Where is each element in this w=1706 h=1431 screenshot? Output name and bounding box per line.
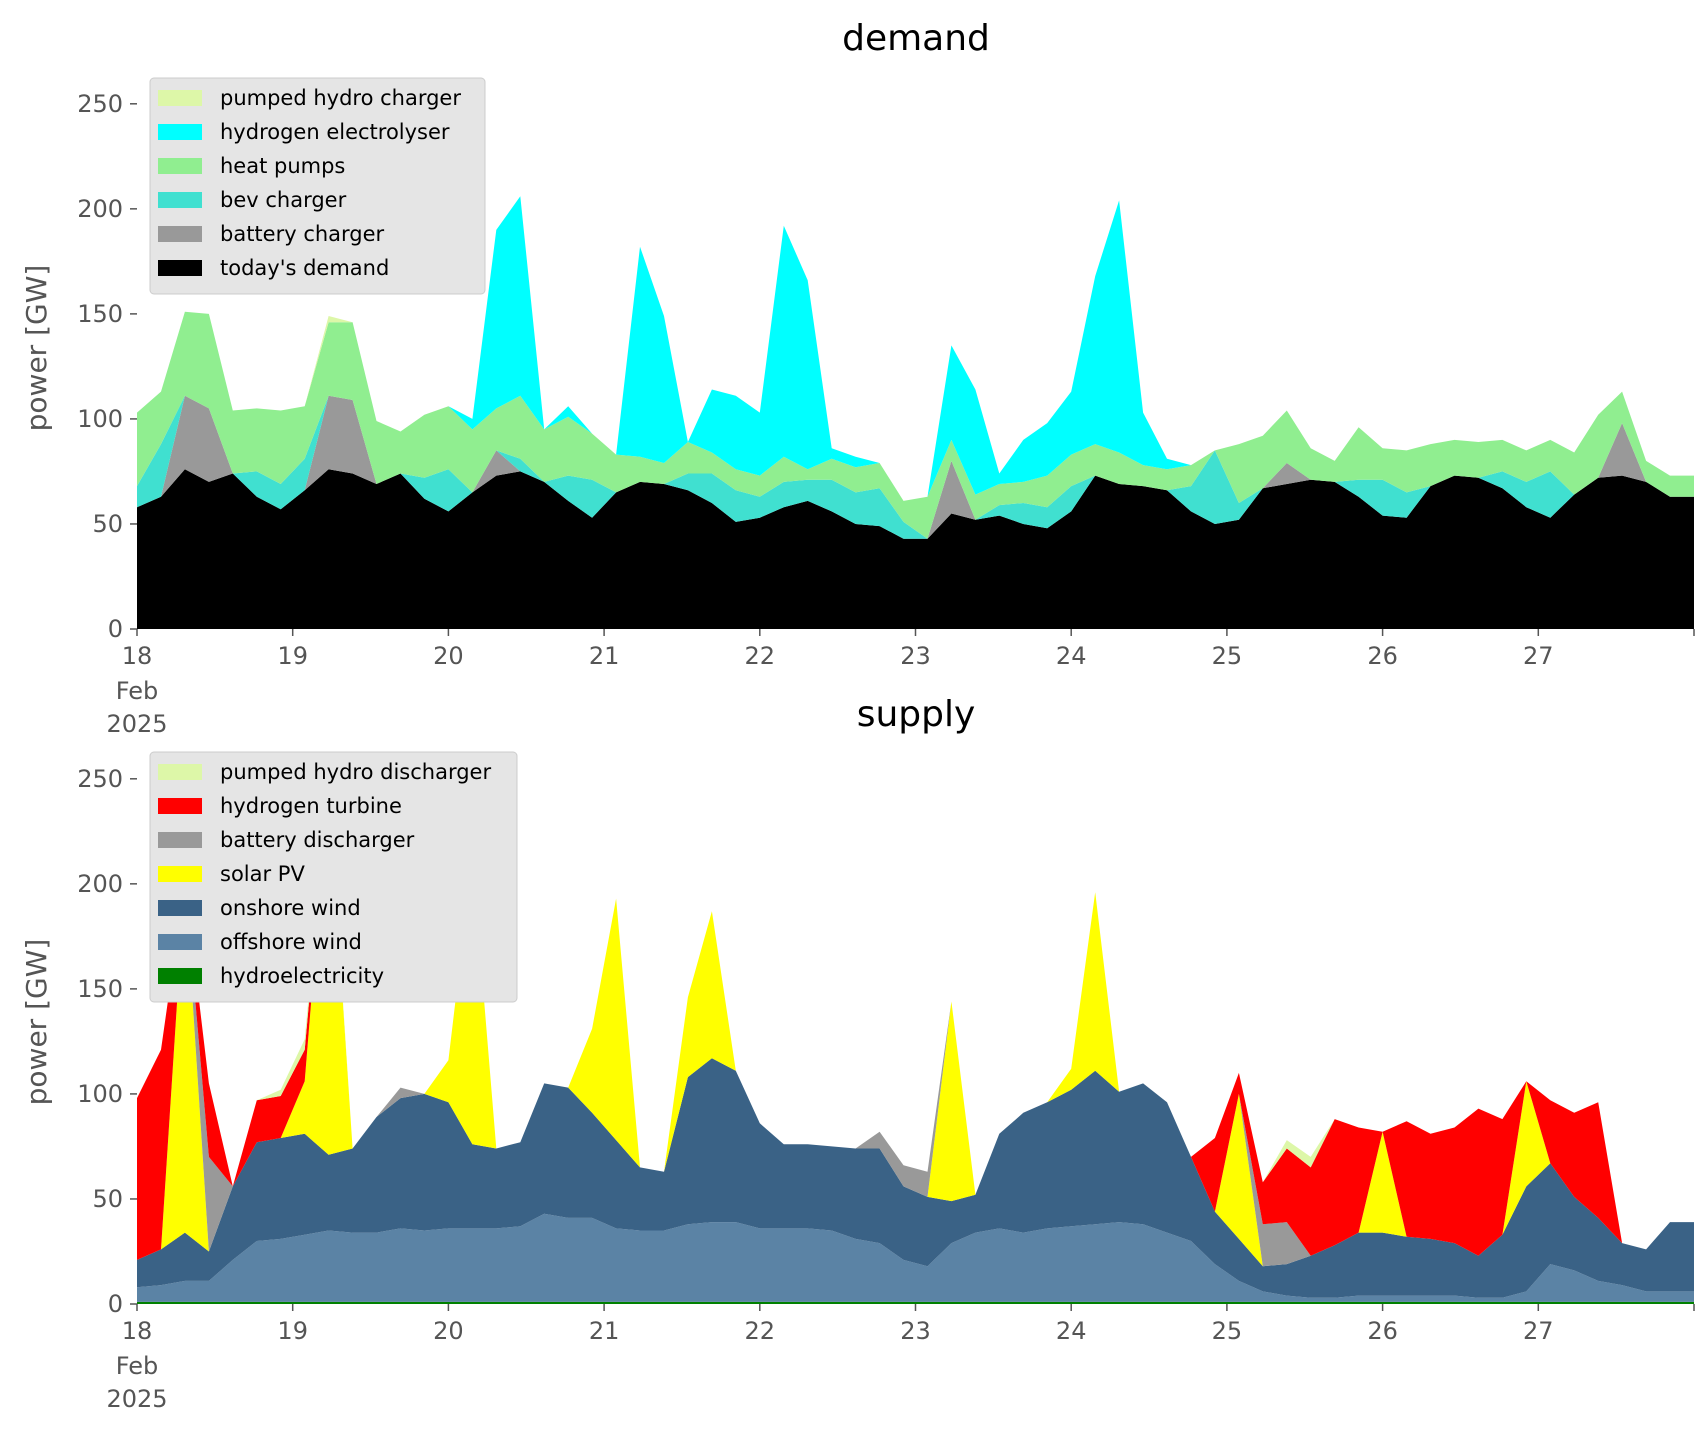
legend-label: offshore wind — [220, 930, 362, 954]
legend-label: hydrogen electrolyser — [220, 120, 450, 144]
y-tick-label: 0 — [108, 615, 123, 643]
y-tick-label: 150 — [77, 300, 123, 328]
x-tick-label: 22 — [745, 1317, 776, 1345]
demand-y-axis-label: power [GW] — [20, 265, 53, 432]
legend-label: pumped hydro charger — [220, 86, 461, 110]
x-tick-label: 19 — [277, 1317, 308, 1345]
x-tick-label: 26 — [1367, 1317, 1398, 1345]
y-tick-label: 100 — [77, 405, 123, 433]
x-tick-label: 25 — [1212, 642, 1243, 670]
demand-areas — [137, 196, 1694, 629]
y-tick-label: 250 — [77, 90, 123, 118]
x-tick-label: 18 — [122, 642, 153, 670]
legend-swatch — [158, 934, 202, 950]
legend-swatch — [158, 226, 202, 242]
legend-label: solar PV — [220, 862, 305, 886]
x-tick-label: 27 — [1523, 642, 1554, 670]
legend-swatch — [158, 260, 202, 276]
x-tick-label: 21 — [589, 642, 620, 670]
x-tick-label: 24 — [1056, 642, 1087, 670]
x-tick-label: 23 — [900, 1317, 931, 1345]
legend-swatch — [158, 764, 202, 780]
supply-y-axis-label: power [GW] — [20, 939, 53, 1106]
x-tick-label: 24 — [1056, 1317, 1087, 1345]
legend-swatch — [158, 900, 202, 916]
x-tick-label: 25 — [1212, 1317, 1243, 1345]
x-tick-sublabel: 2025 — [106, 710, 167, 738]
x-tick-label: 19 — [277, 642, 308, 670]
y-tick-label: 200 — [77, 870, 123, 898]
supply-areas — [137, 780, 1694, 1304]
x-tick-sublabel: Feb — [116, 677, 159, 705]
x-tick-sublabel: 2025 — [106, 1385, 167, 1413]
legend-label: onshore wind — [220, 896, 361, 920]
x-tick-label: 20 — [433, 1317, 464, 1345]
x-tick-label: 23 — [900, 642, 931, 670]
area-heat-pumps — [137, 311, 1694, 539]
x-tick-label: 21 — [589, 1317, 620, 1345]
area-offshore-wind — [137, 1213, 1694, 1302]
legend-box — [149, 77, 486, 295]
area-onshore-wind — [137, 1058, 1694, 1298]
y-tick-label: 0 — [108, 1290, 123, 1318]
legend-label: today's demand — [220, 256, 389, 280]
legend-label: battery discharger — [220, 828, 415, 852]
area-hydroelectricity — [137, 1301, 1694, 1304]
legend-swatch — [158, 158, 202, 174]
x-tick-label: 22 — [745, 642, 776, 670]
x-tick-sublabel: Feb — [116, 1352, 159, 1380]
legend-label: heat pumps — [220, 154, 345, 178]
legend-swatch — [158, 968, 202, 984]
y-tick-label: 150 — [77, 975, 123, 1003]
legend-label: pumped hydro discharger — [220, 760, 491, 784]
supply-title: supply — [857, 694, 976, 735]
x-tick-label: 26 — [1367, 642, 1398, 670]
legend-swatch — [158, 192, 202, 208]
x-tick-label: 27 — [1523, 1317, 1554, 1345]
demand-legend: pumped hydro charger hydrogen electrolyse… — [149, 77, 486, 295]
legend-label: hydroelectricity — [220, 964, 384, 988]
y-tick-label: 250 — [77, 765, 123, 793]
supply-axes: 0 50 100 150 200 250 18 19 20 21 22 23 24 25 26 27 Feb 20… — [77, 765, 1695, 1413]
y-tick-label: 50 — [92, 510, 123, 538]
legend-swatch — [158, 124, 202, 140]
legend-swatch — [158, 832, 202, 848]
legend-swatch — [158, 798, 202, 814]
legend-swatch — [158, 90, 202, 106]
supply-legend: pumped hydro discharger hydrogen turbine b… — [149, 751, 518, 1003]
demand-axes: 0 50 100 150 200 250 18 19 20 21 22 23 24 25 26 27 Feb 20… — [77, 90, 1695, 738]
y-tick-label: 200 — [77, 195, 123, 223]
area-hydrogen-electrolyser — [137, 196, 1694, 501]
legend-label: hydrogen turbine — [220, 794, 402, 818]
area-battery-discharger — [137, 787, 1694, 1267]
legend-label: bev charger — [220, 188, 347, 212]
legend-label: battery charger — [220, 222, 385, 246]
y-tick-label: 50 — [92, 1185, 123, 1213]
demand-title: demand — [842, 18, 990, 59]
y-tick-label: 100 — [77, 1080, 123, 1108]
area-today-s-demand — [137, 469, 1694, 629]
legend-swatch — [158, 866, 202, 882]
x-tick-label: 20 — [433, 642, 464, 670]
legend-box — [149, 751, 518, 1003]
x-tick-label: 18 — [122, 1317, 153, 1345]
